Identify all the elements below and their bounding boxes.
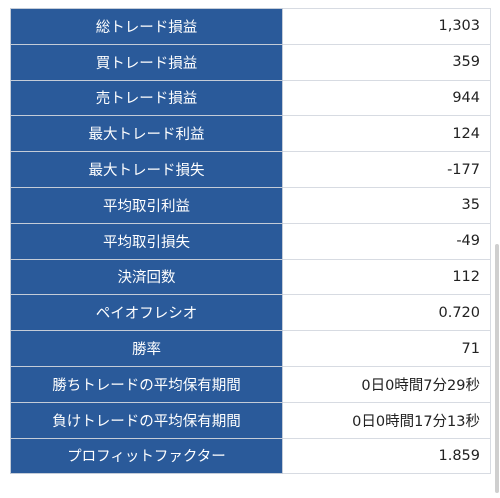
table-row-payoff-ratio: ペイオフレシオ 0.720 (10, 294, 491, 332)
row-value: 71 (282, 330, 491, 367)
row-value: 112 (282, 258, 491, 296)
table-row-settlements: 決済回数 112 (10, 258, 491, 296)
row-label: 勝率 (10, 330, 283, 367)
trade-statistics-table: 総トレード損益 1,303 買トレード損益 359 売トレード損益 944 最大… (10, 8, 491, 475)
row-label: 総トレード損益 (10, 8, 283, 45)
row-label: 平均取引損失 (10, 222, 283, 260)
table-row-avg-profit: 平均取引利益 35 (10, 186, 491, 224)
table-row-sell-pl: 売トレード損益 944 (10, 79, 491, 117)
row-label: 負けトレードの平均保有期間 (10, 401, 283, 439)
row-label: 売トレード損益 (10, 79, 283, 117)
table-row-win-hold-time: 勝ちトレードの平均保有期間 0日0時間7分29秒 (10, 365, 491, 403)
row-label: ペイオフレシオ (10, 294, 283, 332)
row-value: 359 (282, 43, 491, 81)
row-value: 124 (282, 115, 491, 153)
row-value: 0日0時間17分13秒 (282, 401, 491, 439)
row-label: 平均取引利益 (10, 186, 283, 224)
row-label: 買トレード損益 (10, 43, 283, 81)
row-value: 944 (282, 79, 491, 117)
row-value: -49 (282, 222, 491, 260)
trade-statistics-body: 総トレード損益 1,303 買トレード損益 359 売トレード損益 944 最大… (10, 8, 491, 475)
table-row-buy-pl: 買トレード損益 359 (10, 43, 491, 81)
row-label: 最大トレード利益 (10, 115, 283, 153)
table-row-win-rate: 勝率 71 (10, 330, 491, 367)
row-value: 0日0時間7分29秒 (282, 365, 491, 403)
table-row-max-loss: 最大トレード損失 -177 (10, 151, 491, 188)
row-value: 35 (282, 186, 491, 224)
row-value: -177 (282, 151, 491, 188)
table-row-profit-factor: プロフィットファクター 1.859 (10, 437, 491, 475)
row-value: 0.720 (282, 294, 491, 332)
row-value: 1,303 (282, 8, 491, 45)
row-label: 勝ちトレードの平均保有期間 (10, 365, 283, 403)
row-label: プロフィットファクター (10, 437, 283, 475)
row-label: 決済回数 (10, 258, 283, 296)
vertical-scrollbar[interactable] (495, 244, 499, 493)
table-row-avg-loss: 平均取引損失 -49 (10, 222, 491, 260)
table-row-max-profit: 最大トレード利益 124 (10, 115, 491, 153)
table-row-loss-hold-time: 負けトレードの平均保有期間 0日0時間17分13秒 (10, 401, 491, 439)
row-value: 1.859 (282, 437, 491, 475)
table-row-total-pl: 総トレード損益 1,303 (10, 8, 491, 45)
row-label: 最大トレード損失 (10, 151, 283, 188)
